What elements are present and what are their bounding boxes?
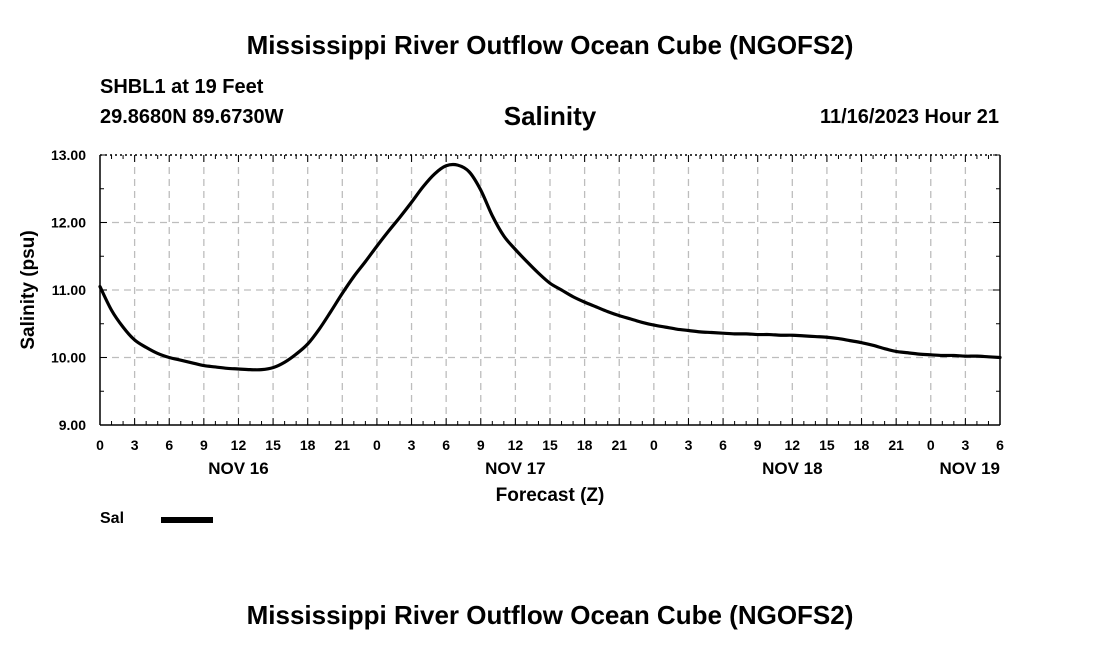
x-axis-label: Forecast (Z) bbox=[496, 485, 605, 506]
legend-swatch bbox=[161, 517, 213, 523]
x-tick-label: 3 bbox=[408, 437, 416, 453]
x-tick-label: 3 bbox=[131, 437, 139, 453]
y-tick-label: 9.00 bbox=[59, 417, 86, 433]
x-tick-label: 18 bbox=[577, 437, 593, 453]
x-tick-label: 0 bbox=[650, 437, 658, 453]
x-tick-label: 6 bbox=[165, 437, 173, 453]
footer-title: Mississippi River Outflow Ocean Cube (NG… bbox=[246, 600, 854, 630]
x-tick-label: 6 bbox=[719, 437, 727, 453]
station-label: SHBL1 at 19 Feet bbox=[100, 76, 264, 98]
y-tick-label: 13.00 bbox=[51, 147, 86, 163]
y-tick-label: 12.00 bbox=[51, 215, 86, 231]
forecast-datetime: 11/16/2023 Hour 21 bbox=[819, 106, 999, 128]
x-tick-label: 3 bbox=[961, 437, 969, 453]
x-tick-label: 21 bbox=[335, 437, 351, 453]
y-tick-label: 11.00 bbox=[52, 282, 86, 298]
x-tick-label: 9 bbox=[754, 437, 762, 453]
page-title: Mississippi River Outflow Ocean Cube (NG… bbox=[246, 30, 854, 60]
y-tick-label: 10.00 bbox=[51, 350, 86, 366]
x-tick-label: 12 bbox=[508, 437, 524, 453]
x-tick-label: 21 bbox=[888, 437, 904, 453]
x-tick-label: 6 bbox=[442, 437, 450, 453]
x-tick-label: 0 bbox=[927, 437, 935, 453]
series-line-salinity bbox=[98, 162, 1002, 372]
y-axis-label: Salinity (psu) bbox=[18, 230, 39, 349]
x-tick-label: 15 bbox=[819, 437, 835, 453]
x-tick-label: 15 bbox=[265, 437, 281, 453]
x-tick-label: 0 bbox=[373, 437, 381, 453]
x-tick-label: 18 bbox=[300, 437, 316, 453]
x-tick-label: 9 bbox=[477, 437, 485, 453]
x-tick-label: 12 bbox=[785, 437, 801, 453]
date-label: NOV 19 bbox=[940, 459, 1000, 478]
chart-title: Salinity bbox=[503, 101, 597, 131]
x-tick-label: 3 bbox=[685, 437, 693, 453]
x-tick-label: 18 bbox=[854, 437, 870, 453]
x-tick-label: 15 bbox=[542, 437, 558, 453]
x-tick-label: 21 bbox=[611, 437, 627, 453]
x-tick-label: 12 bbox=[231, 437, 247, 453]
date-label: NOV 16 bbox=[208, 459, 268, 478]
date-label: NOV 18 bbox=[762, 459, 822, 478]
legend-label: Sal bbox=[100, 510, 125, 527]
x-tick-label: 0 bbox=[96, 437, 104, 453]
station-coordinates: 29.8680N 89.6730W bbox=[100, 106, 284, 128]
x-tick-label: 9 bbox=[200, 437, 208, 453]
date-label: NOV 17 bbox=[485, 459, 545, 478]
x-tick-label: 6 bbox=[996, 437, 1004, 453]
